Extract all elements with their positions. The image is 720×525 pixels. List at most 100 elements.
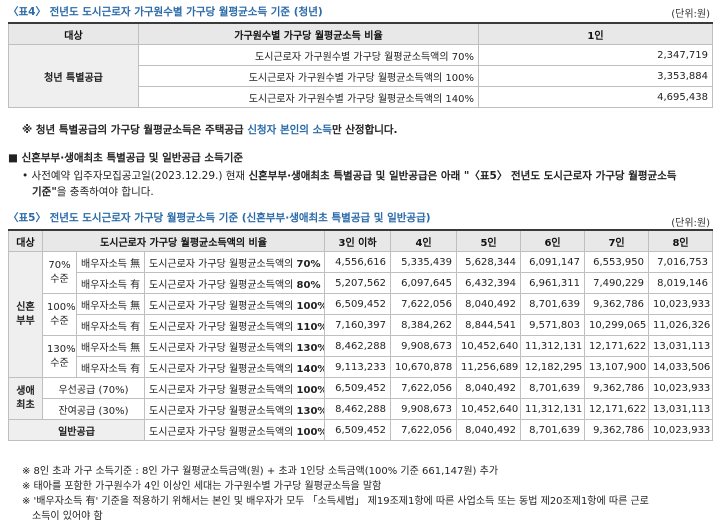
row-value: 13,031,113 — [648, 398, 714, 420]
row-value: 13,031,113 — [648, 335, 714, 357]
section-bullet-line1: • 사전예약 입주자모집공고일(2023.12.29.) 현재 신혼부부·생애최… — [22, 168, 677, 183]
table4-row-desc: 도시근로자 가구원수별 가구당 월평균소득액의 140% — [138, 86, 479, 108]
row-value: 14,033,506 — [648, 356, 714, 378]
table-row: 잔여공급 (30%) 도시근로자 가구당 월평균소득액의 130% 8,462,… — [9, 398, 714, 420]
spouse-income-no: 배우자소득 無 — [76, 251, 145, 273]
row-desc: 도시근로자 가구당 월평균소득액의 110% — [143, 314, 326, 336]
row-value: 9,571,803 — [520, 314, 586, 336]
row-value: 6,509,452 — [324, 377, 392, 399]
row-desc-pct: 130% — [296, 342, 325, 354]
row-value: 11,026,326 — [648, 314, 714, 336]
row-value: 10,023,933 — [648, 293, 714, 315]
row-desc-pct: 80% — [296, 279, 321, 291]
row-value: 11,312,131 — [520, 335, 586, 357]
row-value: 8,040,492 — [456, 293, 522, 315]
row-value: 6,553,950 — [584, 251, 650, 273]
row-value: 13,107,900 — [584, 356, 650, 378]
footnote: 소득이 있어야 함 — [32, 511, 103, 522]
row-value: 12,171,622 — [584, 335, 650, 357]
table4-row-value: 3,353,884 — [478, 65, 713, 87]
section-title: ■ 신혼부부·생애최초 특별공급 및 일반공급 소득기준 — [8, 152, 244, 164]
level-130: 130% 수준 — [42, 335, 77, 378]
row-desc-text: 도시근로자 가구당 월평균소득액의 — [149, 300, 297, 312]
row-desc-text: 도시근로자 가구당 월평균소득액의 — [149, 384, 297, 396]
row-value: 11,312,131 — [520, 398, 586, 420]
row-value: 7,490,229 — [584, 272, 650, 294]
row-value: 8,462,288 — [324, 398, 392, 420]
section-bullet-line2: 기준"을 충족하여야 합니다. — [32, 184, 154, 199]
table5-header-6: 6인 — [520, 229, 586, 252]
row-value: 10,023,933 — [648, 419, 714, 441]
row-value: 9,362,786 — [584, 293, 650, 315]
row-desc: 도시근로자 가구당 월평균소득액의 100% — [143, 377, 326, 399]
row-value: 10,023,933 — [648, 377, 714, 399]
row-desc-text: 도시근로자 가구당 월평균소득액의 — [149, 258, 297, 270]
row-desc: 도시근로자 가구당 월평균소득액의 80% — [143, 272, 326, 294]
row-desc-pct: 70% — [296, 258, 321, 270]
row-desc-text: 도시근로자 가구당 월평균소득액의 — [149, 363, 297, 375]
row-value: 6,509,452 — [324, 419, 392, 441]
table4-header-1person: 1인 — [478, 22, 713, 45]
footnote: ※ 8인 초과 가구 소득기준 : 8인 가구 월평균소득금액(원) + 초과 … — [22, 466, 499, 477]
table4-row-value: 4,695,438 — [478, 86, 713, 108]
row-value: 7,622,056 — [390, 293, 458, 315]
row-desc-pct: 100% — [296, 300, 325, 312]
row-value: 7,160,397 — [324, 314, 392, 336]
row-value: 8,384,262 — [390, 314, 458, 336]
table4-row-value: 2,347,719 — [478, 44, 713, 66]
table5-header-8: 8인 — [648, 229, 714, 252]
row-value: 10,452,640 — [456, 398, 522, 420]
row-value: 11,256,689 — [456, 356, 522, 378]
level-70: 70% 수준 — [42, 251, 77, 294]
table-row: 100% 수준 배우자소득 無 도시근로자 가구당 월평균소득액의 100% 6… — [9, 293, 714, 336]
row-value: 6,432,394 — [456, 272, 522, 294]
table-row: 배우자소득 有 도시근로자 가구당 월평균소득액의 110% 7,160,397… — [9, 314, 714, 336]
row-value: 9,908,673 — [390, 398, 458, 420]
row-value: 8,040,492 — [456, 419, 522, 441]
row-value: 5,335,439 — [390, 251, 458, 273]
row-desc: 도시근로자 가구당 월평균소득액의 70% — [143, 251, 326, 273]
bullet-bold: 신혼부부·생애최초 특별공급 및 일반공급은 아래 "〈표5〉 전년도 도시근로… — [248, 170, 677, 182]
remaining-supply: 잔여공급 (30%) — [42, 398, 145, 420]
table5-header-ratio: 도시근로자 가구당 월평균소득액의 비율 — [41, 229, 326, 252]
row-value: 7,622,056 — [390, 419, 458, 441]
row-value: 5,207,562 — [324, 272, 392, 294]
row-value: 10,452,640 — [456, 335, 522, 357]
row-value: 9,113,233 — [324, 356, 392, 378]
youth-income-note: ※ 청년 특별공급의 가구당 월평균소득은 주택공급 신청자 본인의 소득만 산… — [22, 122, 398, 137]
spouse-income-yes: 배우자소득 有 — [76, 356, 145, 378]
row-value: 9,908,673 — [390, 335, 458, 357]
row-desc-pct: 140% — [296, 363, 325, 375]
row-value: 6,097,645 — [390, 272, 458, 294]
table4-header-target: 대상 — [8, 22, 139, 45]
bullet-line2-rest: 을 충족하여야 합니다. — [56, 186, 154, 198]
row-desc-pct: 130% — [296, 405, 325, 417]
row-value: 10,670,878 — [390, 356, 458, 378]
table4-unit: (단위:원) — [671, 9, 710, 20]
row-value: 10,299,065 — [584, 314, 650, 336]
row-desc: 도시근로자 가구당 월평균소득액의 130% — [143, 398, 326, 420]
note-highlight: 신청자 본인의 소득 — [247, 124, 332, 136]
bullet-line2-bold: 기준" — [32, 186, 57, 198]
row-value: 8,701,639 — [520, 293, 586, 315]
row-value: 8,462,288 — [324, 335, 392, 357]
row-desc: 도시근로자 가구당 월평균소득액의 100% — [143, 293, 326, 315]
row-value: 7,016,753 — [648, 251, 714, 273]
priority-supply: 우선공급 (70%) — [42, 377, 145, 399]
table5-header-5: 5인 — [456, 229, 522, 252]
table5-header-7: 7인 — [584, 229, 650, 252]
row-desc-pct: 100% — [296, 384, 325, 396]
footnote: ※ 태아를 포함한 가구원수가 4인 이상인 세대는 가구원수별 가구당 월평균… — [22, 481, 382, 492]
row-value: 9,362,786 — [584, 419, 650, 441]
row-value: 7,622,056 — [390, 377, 458, 399]
row-desc-text: 도시근로자 가구당 월평균소득액의 — [149, 426, 297, 438]
table5-unit: (단위:원) — [671, 218, 710, 229]
row-desc-pct: 110% — [296, 321, 325, 333]
row-desc-pct: 100% — [296, 426, 325, 438]
spouse-income-yes: 배우자소득 有 — [76, 272, 145, 294]
row-value: 5,628,344 — [456, 251, 522, 273]
group-general: 일반공급 — [8, 419, 145, 441]
row-desc-text: 도시근로자 가구당 월평균소득액의 — [149, 405, 297, 417]
table4-group-youth: 청년 특별공급 — [8, 44, 139, 108]
row-value: 8,701,639 — [520, 377, 586, 399]
